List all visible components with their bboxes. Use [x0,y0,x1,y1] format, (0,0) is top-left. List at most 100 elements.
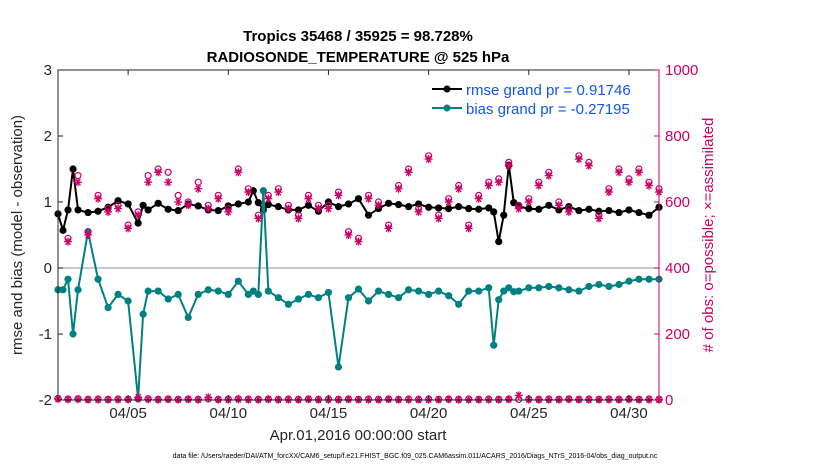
rmse-point [455,203,463,211]
rmse-point [94,207,102,215]
obs_assimilated-marker [544,171,553,180]
obs_assimilated-marker [444,198,453,206]
rmse-point [344,200,353,208]
obs_assimilated-marker [554,201,563,210]
y-axis-right-label: # of obs: o=possible; ×=assimilated [700,118,717,353]
obs_assimilated-marker [364,194,373,203]
obs_assimilated_bottom-marker [264,395,273,404]
obs_assimilated-marker [524,198,533,206]
rmse-point [84,208,92,217]
rmse-point [545,201,553,209]
obs_assimilated-marker [134,211,143,220]
legend: rmse grand pr = 0.91746 bias grand pr = … [428,76,655,120]
obs_assimilated-marker [74,178,83,187]
bias-point [104,304,112,312]
rmse-point [364,211,373,219]
rmse-point [394,201,403,209]
x-tick-label: 04/15 [310,405,348,422]
rmse-point [535,205,543,213]
rmse-point [194,202,202,210]
obs_assimilated-marker [164,178,173,187]
obs_assimilated_bottom-marker [564,395,573,404]
rmse-point [575,206,583,215]
obs_assimilated_bottom-marker [234,395,243,404]
bias-point [515,287,523,295]
rmse-point [294,206,302,214]
y-axis-left-label: rmse and bias (model - observation) [9,115,26,355]
bias-point [394,294,403,302]
rmse-point [615,208,623,217]
obs_assimilated-marker [634,168,643,177]
obs_assimilated_bottom-marker [504,395,513,404]
rmse-point [334,203,343,211]
obs_assimilated_bottom-marker [304,395,313,404]
bias-point [435,287,443,295]
bias-point [625,277,633,285]
bias-point [94,275,102,283]
y-left-tick-label: -1 [39,326,52,343]
bias-point [184,313,192,322]
rmse-point [445,205,453,213]
obs_assimilated-marker [244,188,253,197]
obs_assimilated-marker [484,181,493,190]
obs_assimilated-marker [564,207,573,216]
rmse-point [74,206,82,214]
y-right-tick-label: 1000 [665,62,698,79]
x-axis-label: Apr.01,2016 00:00:00 start [270,427,448,444]
rmse-point [64,206,72,214]
bias-point [445,292,453,300]
obs_assimilated_bottom-marker [514,391,523,400]
bias-point [204,286,212,294]
legend-box [428,76,655,120]
obs_assimilated-marker [424,155,433,164]
rmse-point [69,165,77,173]
bias-point [645,275,653,283]
obs_assimilated-marker [574,155,583,164]
rmse-point [605,206,613,215]
bias-point [224,290,232,298]
bias-point [214,287,222,295]
y-right-tick-label: 400 [665,260,690,277]
x-tick-label: 04/20 [410,405,448,422]
bias-point [535,284,543,292]
rmse-point [124,200,132,208]
obs_assimilated-marker [614,168,623,177]
bias-point [259,187,267,195]
rmse-point [465,205,473,213]
bias-point [144,287,152,295]
obs_assimilated-marker [184,201,193,210]
legend-rmse-label: rmse grand pr = 0.91746 [466,82,631,99]
rmse-point [585,205,593,213]
obs_assimilated-marker [624,178,633,187]
obs_assimilated-marker [264,194,273,203]
bias-point [59,286,67,294]
rmse-point [525,205,533,213]
obs_assimilated-marker [294,214,303,223]
bias-point [575,287,583,295]
rmse-point [164,205,172,213]
bias-point [314,294,323,302]
rmse-point [134,219,142,227]
bias-point [485,284,493,292]
chart-title-line1: Tropics 35468 / 35925 = 98.728% [243,28,473,45]
obs_assimilated-marker [254,214,263,223]
rmse-point [174,206,182,215]
bias-point [635,275,643,283]
obs_assimilated-marker [64,237,73,246]
obs_assimilated-marker [284,204,293,213]
obs_assimilated-marker [604,188,613,197]
obs_assimilated_bottom-marker [344,395,353,404]
bias-point [284,300,292,308]
rmse-point [500,211,508,219]
obs_assimilated-marker [304,194,313,203]
obs_assimilated-marker [384,224,393,233]
y-right-tick-label: 200 [665,326,690,343]
obs_assimilated-marker [584,161,593,170]
rmse-point [59,226,67,234]
x-tick-label: 04/30 [610,405,648,422]
bias-point [364,297,373,305]
obs_assimilated-marker [434,214,443,223]
bias-point [234,277,242,285]
bias-point [605,282,613,291]
bias-point [465,287,473,295]
